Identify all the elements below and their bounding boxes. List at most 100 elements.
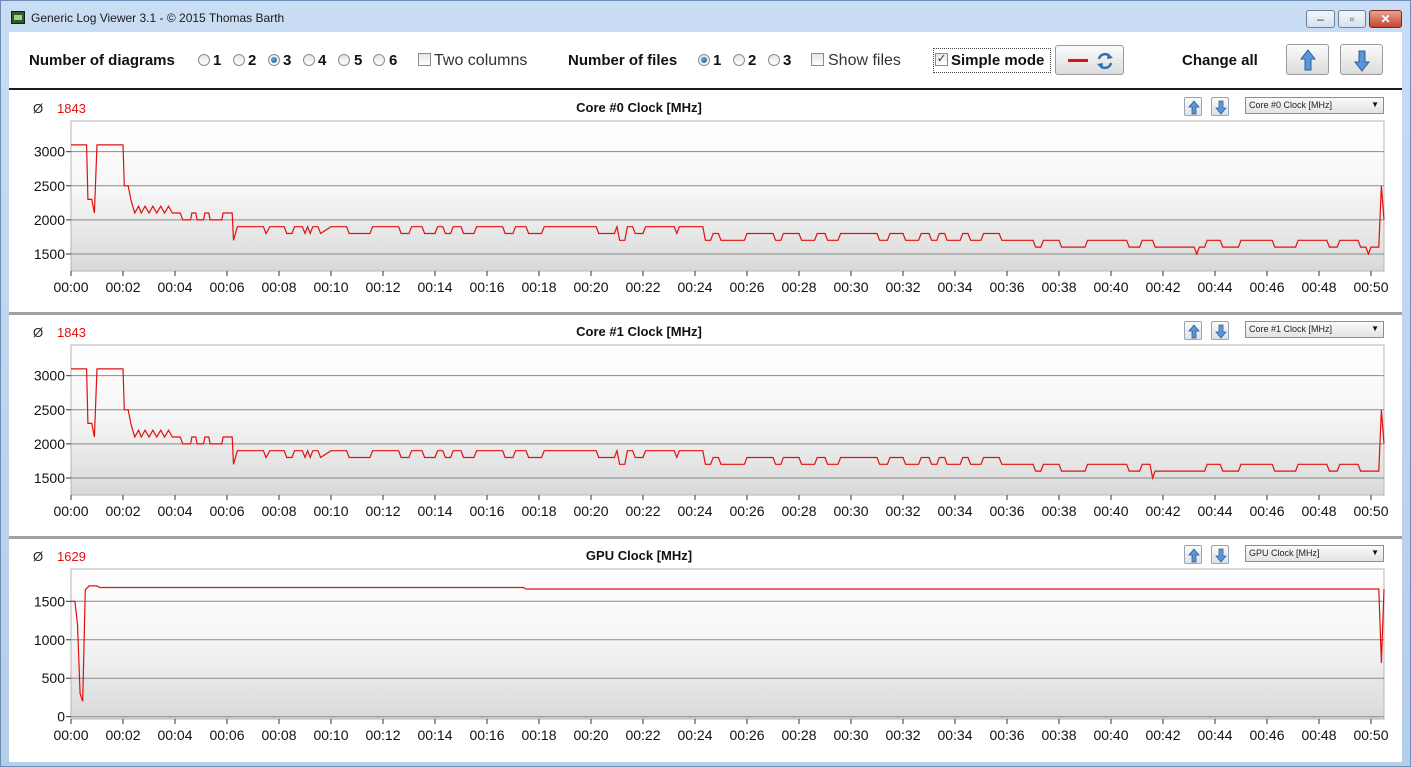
plot-area [70, 120, 1385, 272]
x-tick-label: 00:14 [417, 279, 452, 295]
files-radio-2[interactable] [733, 54, 745, 66]
files-radio-1-label[interactable]: 1 [713, 52, 722, 69]
average-value: 1843 [57, 325, 86, 340]
diagrams-radio-5[interactable] [338, 54, 350, 66]
x-tick-label: 00:32 [885, 503, 920, 519]
x-tick-label: 00:34 [937, 727, 972, 743]
maximize-icon: ▫ [1349, 12, 1355, 26]
main-content: Number of diagrams 1 2 3 4 5 6 Two colum… [9, 32, 1402, 762]
change-all-down-button[interactable] [1340, 44, 1383, 75]
series-line-0 [71, 585, 1385, 702]
diagram-panel-1: Ø 1843 Core #1 Clock [MHz] Core #1 Clock… [9, 316, 1402, 538]
diagrams-radio-5-label[interactable]: 5 [354, 52, 363, 69]
files-radio-3-label[interactable]: 3 [783, 52, 792, 69]
diagrams-radio-3[interactable] [268, 54, 280, 66]
x-tick-label: 00:50 [1353, 727, 1388, 743]
show-files-label[interactable]: Show files [828, 52, 901, 69]
arrow-up-icon [1188, 100, 1200, 115]
x-tick-label: 00:40 [1093, 503, 1128, 519]
x-tick-label: 00:08 [261, 503, 296, 519]
simple-mode-label[interactable]: Simple mode [951, 52, 1045, 69]
x-tick-label: 00:42 [1145, 503, 1180, 519]
minimize-button[interactable]: – [1306, 10, 1335, 28]
plot-area [70, 568, 1385, 720]
arrow-down-icon [1353, 50, 1371, 72]
x-tick-label: 00:32 [885, 727, 920, 743]
move-down-button[interactable] [1211, 545, 1229, 564]
files-radio-3[interactable] [768, 54, 780, 66]
x-tick-label: 00:12 [365, 279, 400, 295]
diagrams-radio-3-label[interactable]: 3 [283, 52, 292, 69]
sensor-select[interactable]: GPU Clock [MHz] ▼ [1245, 545, 1384, 562]
x-tick-label: 00:50 [1353, 279, 1388, 295]
sensor-select[interactable]: Core #0 Clock [MHz] ▼ [1245, 97, 1384, 114]
files-radio-2-label[interactable]: 2 [748, 52, 757, 69]
y-tick-label: 2500 [34, 402, 65, 418]
x-tick-label: 00:20 [573, 727, 608, 743]
x-tick-label: 00:10 [313, 503, 348, 519]
x-tick-label: 00:48 [1301, 279, 1336, 295]
panel-divider[interactable] [9, 536, 1402, 539]
x-tick-label: 00:36 [989, 727, 1024, 743]
x-tick-label: 00:18 [521, 279, 556, 295]
average-value: 1629 [57, 549, 86, 564]
x-tick-label: 00:06 [209, 727, 244, 743]
files-label: Number of files [568, 52, 678, 69]
move-up-button[interactable] [1184, 321, 1202, 340]
diagrams-radio-2[interactable] [233, 54, 245, 66]
show-files-checkbox[interactable] [811, 53, 824, 66]
chevron-down-icon: ▼ [1371, 100, 1379, 109]
move-up-button[interactable] [1184, 97, 1202, 116]
x-tick-label: 00:22 [625, 727, 660, 743]
diagrams-radio-4[interactable] [303, 54, 315, 66]
diagrams-radio-6[interactable] [373, 54, 385, 66]
diagrams-radio-4-label[interactable]: 4 [318, 52, 327, 69]
x-tick-label: 00:02 [105, 727, 140, 743]
simple-mode-focus-box [933, 48, 1051, 73]
arrow-up-icon [1188, 324, 1200, 339]
x-tick-label: 00:24 [677, 279, 712, 295]
chart-core1: 1500 2000 2500 3000 00:00 00:02 00:04 00:06 00:0… [34, 344, 1389, 519]
x-tick-label: 00:28 [781, 279, 816, 295]
x-tick-label: 00:22 [625, 279, 660, 295]
move-down-button[interactable] [1211, 321, 1229, 340]
x-tick-label: 00:06 [209, 279, 244, 295]
x-tick-label: 00:30 [833, 279, 868, 295]
x-tick-label: 00:26 [729, 279, 764, 295]
chevron-down-icon: ▼ [1371, 324, 1379, 333]
x-tick-label: 00:24 [677, 727, 712, 743]
move-up-button[interactable] [1184, 545, 1202, 564]
y-tick-label: 3000 [34, 144, 65, 160]
simple-mode-checkbox[interactable]: ✓ [935, 53, 948, 66]
x-tick-label: 00:40 [1093, 279, 1128, 295]
x-tick-label: 00:04 [157, 279, 192, 295]
close-button[interactable]: ✕ [1369, 10, 1402, 28]
diagrams-radio-1[interactable] [198, 54, 210, 66]
panel-divider[interactable] [9, 312, 1402, 315]
x-tick-label: 00:38 [1041, 503, 1076, 519]
diagrams-label: Number of diagrams [29, 52, 175, 69]
x-tick-label: 00:30 [833, 727, 868, 743]
diagrams-radio-2-label[interactable]: 2 [248, 52, 257, 69]
diagram-panel-2: Ø 1629 GPU Clock [MHz] GPU Clock [MHz] ▼… [9, 540, 1402, 762]
y-tick-label: 0 [57, 709, 65, 725]
diagrams-radio-6-label[interactable]: 6 [389, 52, 398, 69]
change-all-up-button[interactable] [1286, 44, 1329, 75]
title-bar[interactable]: Generic Log Viewer 3.1 - © 2015 Thomas B… [1, 1, 1410, 33]
x-tick-label: 00:44 [1197, 503, 1232, 519]
x-tick-label: 00:34 [937, 503, 972, 519]
maximize-button[interactable]: ▫ [1338, 10, 1366, 28]
sensor-select[interactable]: Core #1 Clock [MHz] ▼ [1245, 321, 1384, 338]
x-tick-label: 00:46 [1249, 727, 1284, 743]
two-columns-checkbox[interactable] [418, 53, 431, 66]
x-tick-label: 00:04 [157, 503, 192, 519]
diagrams-radio-1-label[interactable]: 1 [213, 52, 222, 69]
average-value: 1843 [57, 101, 86, 116]
move-down-button[interactable] [1211, 97, 1229, 116]
line-style-button[interactable] [1055, 45, 1124, 75]
x-tick-label: 00:12 [365, 503, 400, 519]
two-columns-label[interactable]: Two columns [434, 52, 528, 69]
files-radio-1[interactable] [698, 54, 710, 66]
x-tick-label: 00:00 [53, 727, 88, 743]
